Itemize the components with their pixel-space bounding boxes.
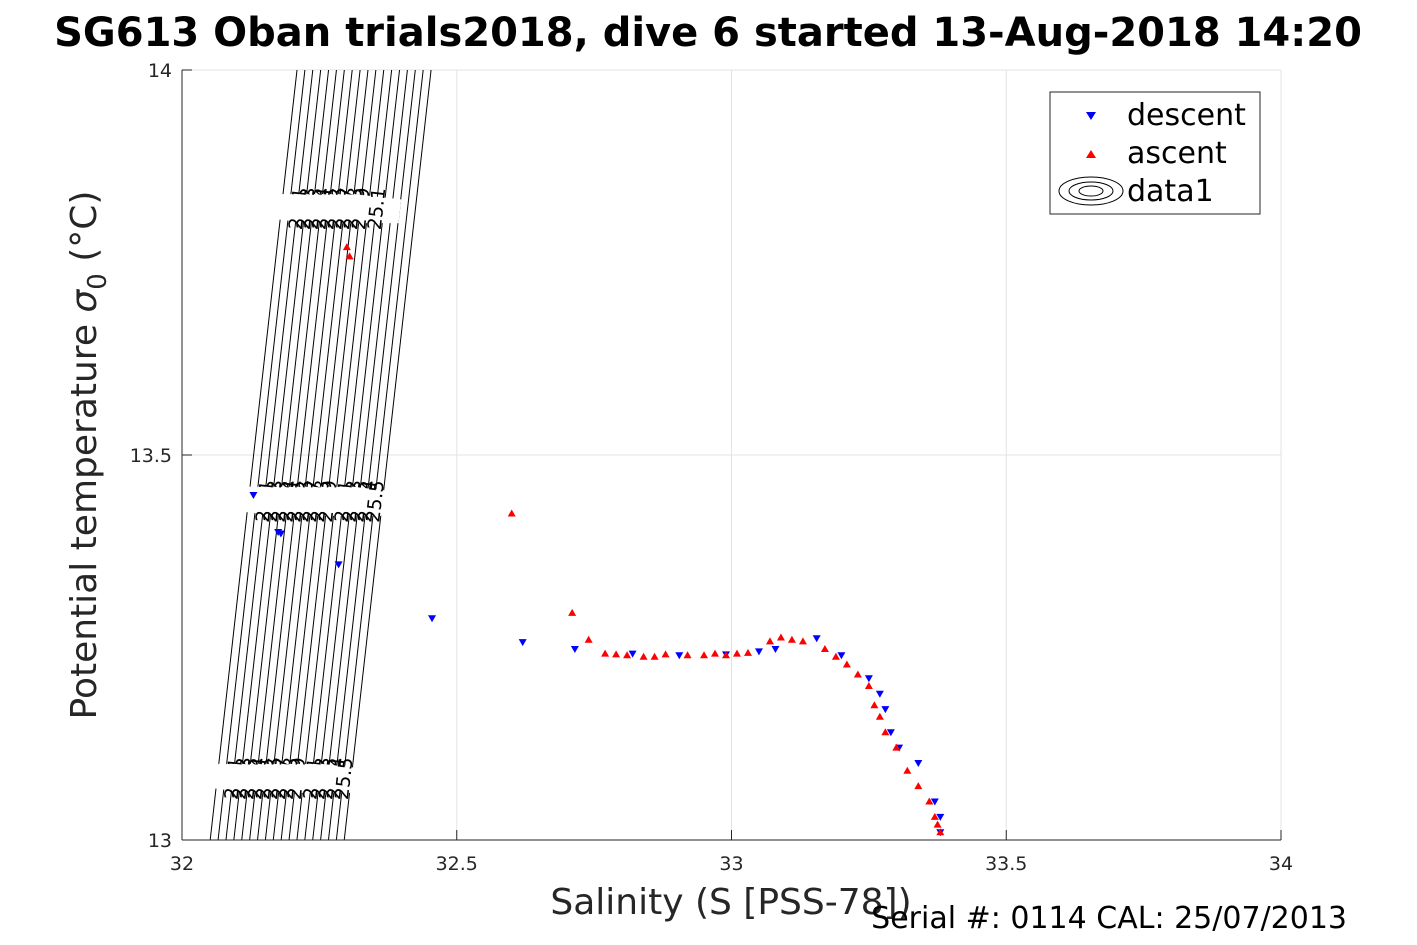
ascent-point: [639, 652, 648, 660]
isopycnal-line: [343, 70, 432, 840]
ascent-point: [930, 812, 939, 820]
isopycnal-line: [327, 70, 416, 840]
ascent-point: [568, 608, 577, 616]
contour-label: 25.5: [362, 479, 389, 524]
y-axis-label-unit: (°C): [64, 191, 105, 274]
descent-point: [675, 652, 684, 660]
descent-point: [249, 492, 258, 500]
descent-point: [771, 646, 780, 654]
ascent-point: [892, 743, 901, 751]
ascent-point: [342, 243, 351, 251]
y-axis-label-symbol: σ: [64, 289, 105, 313]
legend-box: [1049, 91, 1261, 215]
ascent-point: [853, 670, 862, 678]
ascent-point: [903, 766, 912, 774]
ascent-point: [345, 252, 354, 260]
y-axis-label-main: Potential temperature: [64, 313, 105, 720]
ascent-point: [787, 635, 796, 643]
y-axis-label-sub: 0: [83, 273, 113, 290]
ascent-point: [601, 649, 610, 657]
y-tick-label: 13: [148, 830, 172, 852]
ascent-point: [798, 637, 807, 645]
descent-point: [837, 652, 846, 660]
y-tick-label: 14: [148, 60, 172, 82]
x-tick-label: 32: [170, 853, 194, 875]
y-axis-label: Potential temperature σ0 (°C): [64, 191, 113, 720]
legend-ascent-marker: [1086, 150, 1096, 158]
x-tick-label: 34: [1269, 853, 1293, 875]
ascent-point: [612, 650, 621, 658]
ascent-point: [925, 797, 934, 805]
x-tick-label: 33: [719, 853, 743, 875]
descent-point: [754, 648, 763, 656]
isopycnal-labels: 2424.124.224.324.424.524.624.724.824.925…: [207, 186, 402, 801]
descent-point: [936, 813, 945, 821]
x-axis-label: Salinity (S [PSS-78]): [550, 882, 911, 923]
ascent-point: [683, 651, 692, 659]
descent-point: [570, 646, 579, 654]
ascent-point: [870, 701, 879, 709]
contour-label-gap: [349, 486, 400, 516]
y-tick-label: 13.5: [130, 445, 172, 467]
serial-calibration-text: Serial #: 0114 CAL: 25/07/2013: [871, 901, 1347, 936]
x-tick-label: 33.5: [985, 853, 1027, 875]
legend-descent-label: descent: [1127, 98, 1246, 133]
descent-point: [812, 635, 821, 643]
descent-point: [428, 615, 437, 623]
ascent-point: [881, 728, 890, 736]
descent-point: [628, 650, 637, 658]
ascent-point: [933, 820, 942, 828]
ascent-point: [743, 648, 752, 656]
ascent-point: [711, 649, 720, 657]
chart-title: SG613 Oban trials2018, dive 6 started 13…: [54, 10, 1362, 56]
data-series: [249, 243, 945, 837]
descent-point: [276, 530, 285, 538]
legend-contour-marker: [1058, 176, 1124, 206]
ascent-point: [661, 650, 670, 658]
descent-point: [881, 706, 890, 714]
x-tick-label: 32.5: [436, 853, 478, 875]
legend-descent-marker: [1086, 112, 1096, 120]
ascent-point: [831, 652, 840, 660]
descent-point: [886, 729, 895, 737]
ascent-point: [875, 712, 884, 720]
ascent-point: [936, 828, 945, 836]
ascent-point: [700, 651, 709, 659]
descent-point: [875, 690, 884, 698]
ascent-point: [820, 645, 829, 653]
ascent-point: [776, 633, 785, 641]
contour-label: 25.5: [331, 756, 358, 801]
isopycnal-line: [335, 70, 424, 840]
legend-ascent-label: ascent: [1127, 136, 1227, 171]
legend: descent ascent data1: [1049, 91, 1261, 215]
ascent-point: [765, 637, 774, 645]
contour-label: 25.1: [364, 186, 391, 231]
axis-ticks: 32 32.5 33 33.5 34 13 13.5 14: [130, 60, 1293, 875]
ascent-point: [722, 651, 731, 659]
legend-data1-label: data1: [1127, 174, 1214, 209]
descent-point: [914, 760, 923, 767]
descent-point: [864, 675, 873, 683]
descent-point: [930, 798, 939, 806]
ascent-point: [732, 649, 741, 657]
ascent-point: [864, 682, 873, 689]
ascent-point: [842, 660, 851, 668]
ascent-point: [650, 652, 659, 660]
contour-label-gap: [350, 193, 402, 224]
ascent-point: [914, 782, 923, 790]
contour-label-gap: [318, 763, 369, 794]
descent-point: [518, 639, 527, 647]
ascent-point: [584, 635, 593, 643]
descent-point: [334, 561, 343, 569]
ascent-point: [507, 509, 516, 517]
isopycnal-line: [320, 70, 408, 840]
ascent-point: [623, 651, 632, 659]
